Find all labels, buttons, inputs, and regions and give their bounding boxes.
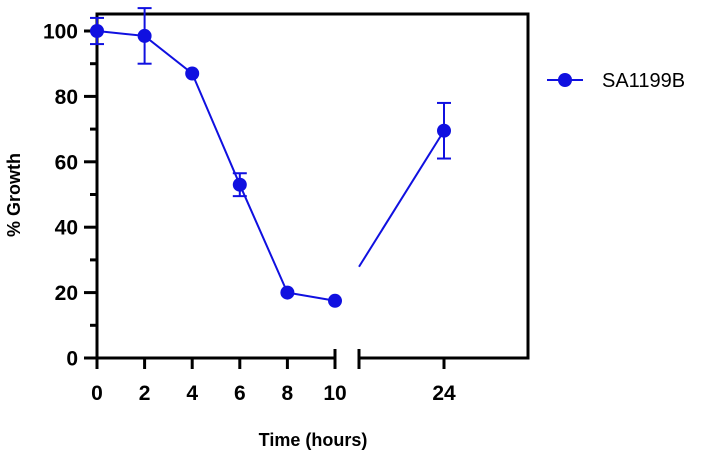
data-point <box>185 66 200 81</box>
data-point <box>328 293 342 308</box>
series-line-segment <box>358 130 445 268</box>
x-tick-label: 0 <box>91 382 103 405</box>
x-tick-label: 10 <box>323 382 346 405</box>
data-point <box>232 177 247 192</box>
y-tick-label: 0 <box>66 348 78 371</box>
x-tick-label: 4 <box>186 382 198 405</box>
y-tick-label: 40 <box>55 217 78 240</box>
y-tick-label: 60 <box>55 151 78 174</box>
x-axis-title: Time (hours) <box>259 430 368 450</box>
data-point <box>137 28 152 43</box>
x-tick-label: 24 <box>432 382 456 405</box>
y-axis-title: % Growth <box>4 153 24 237</box>
series-line <box>96 30 336 302</box>
y-tick-label: 20 <box>55 282 78 305</box>
y-tick-label: 80 <box>55 86 78 109</box>
legend: SA1199B <box>547 70 685 92</box>
x-tick-label: 6 <box>234 382 246 405</box>
series-layer <box>90 7 451 308</box>
legend-label: SA1199B <box>602 70 685 92</box>
x-tick-label: 8 <box>282 382 294 405</box>
x-tick-label: 2 <box>139 382 151 405</box>
data-point <box>280 285 295 300</box>
y-tick-label: 100 <box>43 21 78 44</box>
legend-marker <box>558 73 572 87</box>
data-point <box>90 24 104 38</box>
data-point <box>437 123 451 138</box>
